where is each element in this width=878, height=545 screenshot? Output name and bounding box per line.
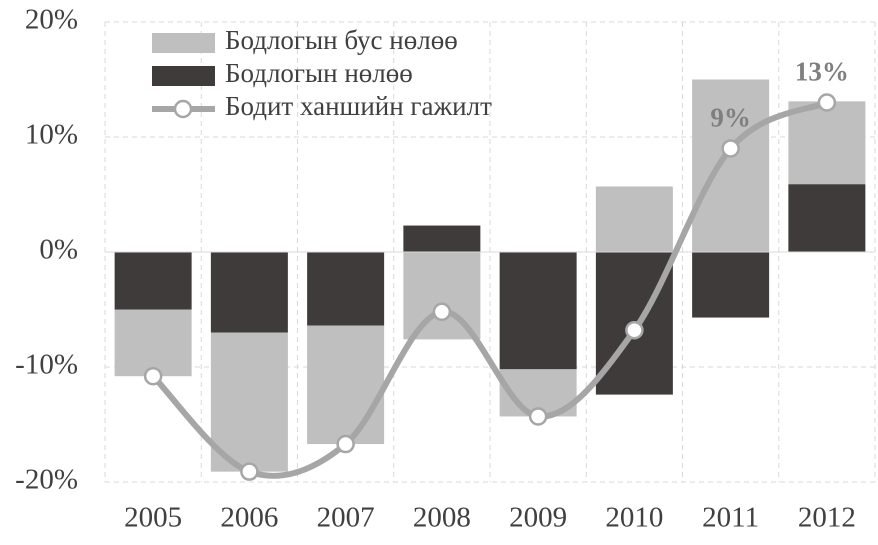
- bar: [692, 252, 770, 318]
- y-tick-label: 10%: [25, 119, 78, 151]
- x-tick-label: 2008: [413, 502, 471, 534]
- x-tick-label: 2010: [605, 502, 663, 534]
- line-point: [240, 462, 259, 481]
- data-label: 13%: [795, 57, 849, 87]
- x-tick-label: 2006: [220, 502, 278, 534]
- legend-label: Бодлогын нөлөө: [225, 58, 413, 88]
- x-tick-label: 2011: [702, 502, 759, 534]
- legend-swatch: [152, 33, 215, 53]
- bar: [788, 101, 866, 185]
- legend-label: Бодит ханшийн гажилт: [225, 91, 492, 121]
- bar: [210, 252, 288, 333]
- line-point: [143, 366, 163, 386]
- bar: [595, 186, 673, 252]
- line-point: [528, 407, 548, 426]
- line-point: [721, 139, 740, 158]
- bar: [499, 252, 577, 370]
- bar: [788, 184, 866, 252]
- bar: [210, 332, 288, 472]
- x-tick-label: 2009: [509, 502, 567, 534]
- bar: [114, 309, 192, 377]
- x-tick-label: 2005: [124, 502, 182, 534]
- line-point: [817, 93, 837, 112]
- legend-swatch: [152, 66, 215, 86]
- bar: [307, 252, 385, 326]
- line: [150, 99, 829, 479]
- legend-label: Бодлогын бус нөлөө: [225, 25, 458, 55]
- bar: [403, 225, 481, 252]
- line-point: [432, 302, 452, 322]
- y-tick-label: 20%: [25, 4, 78, 36]
- x-tick-label: 2012: [798, 502, 856, 534]
- line-point: [336, 434, 355, 454]
- legend-marker: [173, 99, 193, 119]
- y-tick-label: -10%: [15, 349, 78, 381]
- bar: [692, 79, 770, 252]
- bar: [114, 252, 192, 310]
- y-tick-label: -20%: [15, 464, 78, 496]
- line-point: [625, 320, 644, 340]
- y-tick-label: 0%: [39, 234, 78, 266]
- x-tick-label: 2007: [317, 502, 375, 534]
- bar: [307, 325, 385, 445]
- data-label: 9%: [710, 103, 751, 133]
